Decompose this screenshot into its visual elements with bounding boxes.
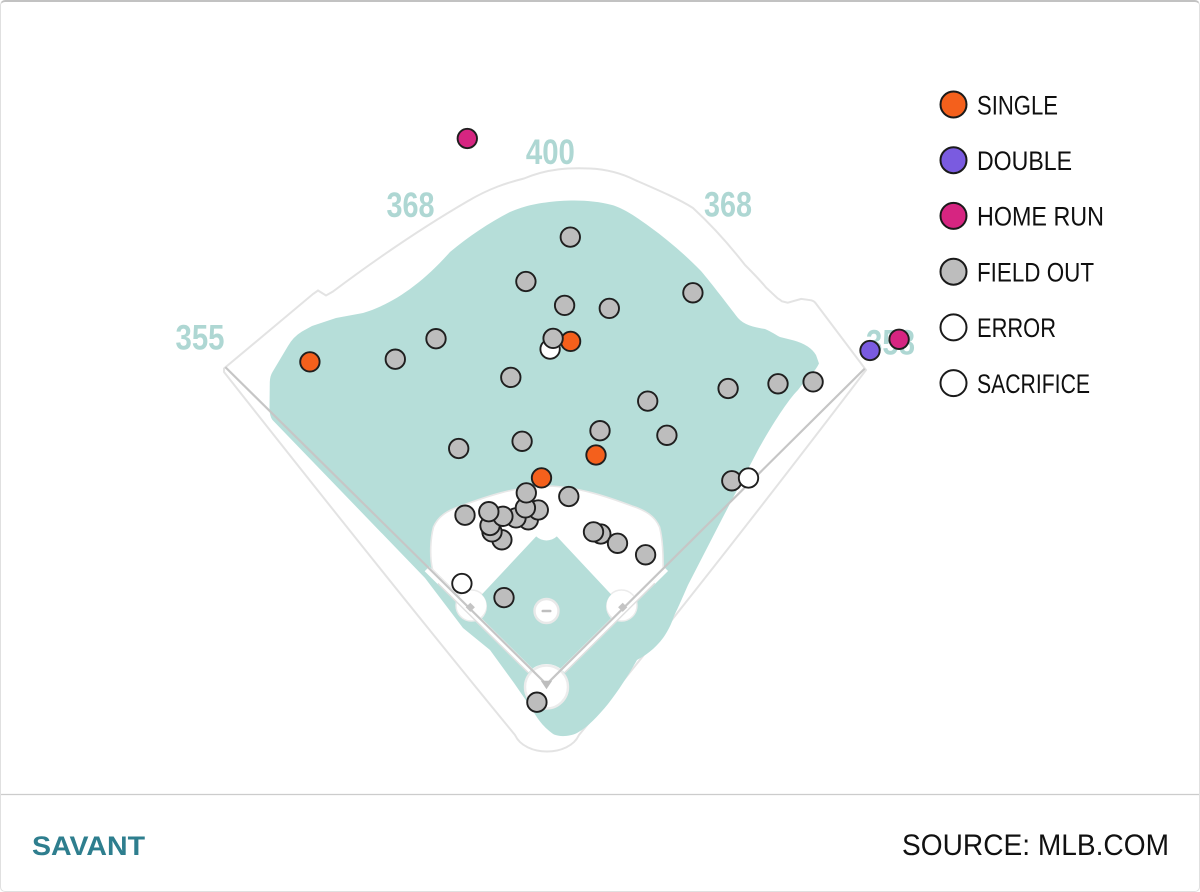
svg-text:DOUBLE: DOUBLE: [977, 146, 1072, 176]
svg-text:ERROR: ERROR: [977, 313, 1056, 343]
svg-text:368: 368: [387, 186, 435, 225]
svg-text:SOURCE: MLB.COM: SOURCE: MLB.COM: [902, 829, 1169, 862]
svg-text:400: 400: [526, 133, 575, 172]
svg-text:355: 355: [176, 319, 225, 358]
svg-text:SINGLE: SINGLE: [977, 90, 1058, 120]
svg-text:SAVANT: SAVANT: [32, 831, 146, 861]
svg-text:368: 368: [704, 186, 752, 225]
svg-text:HOME RUN: HOME RUN: [977, 202, 1104, 232]
svg-text:FIELD OUT: FIELD OUT: [977, 258, 1094, 288]
svg-text:SACRIFICE: SACRIFICE: [977, 369, 1090, 399]
